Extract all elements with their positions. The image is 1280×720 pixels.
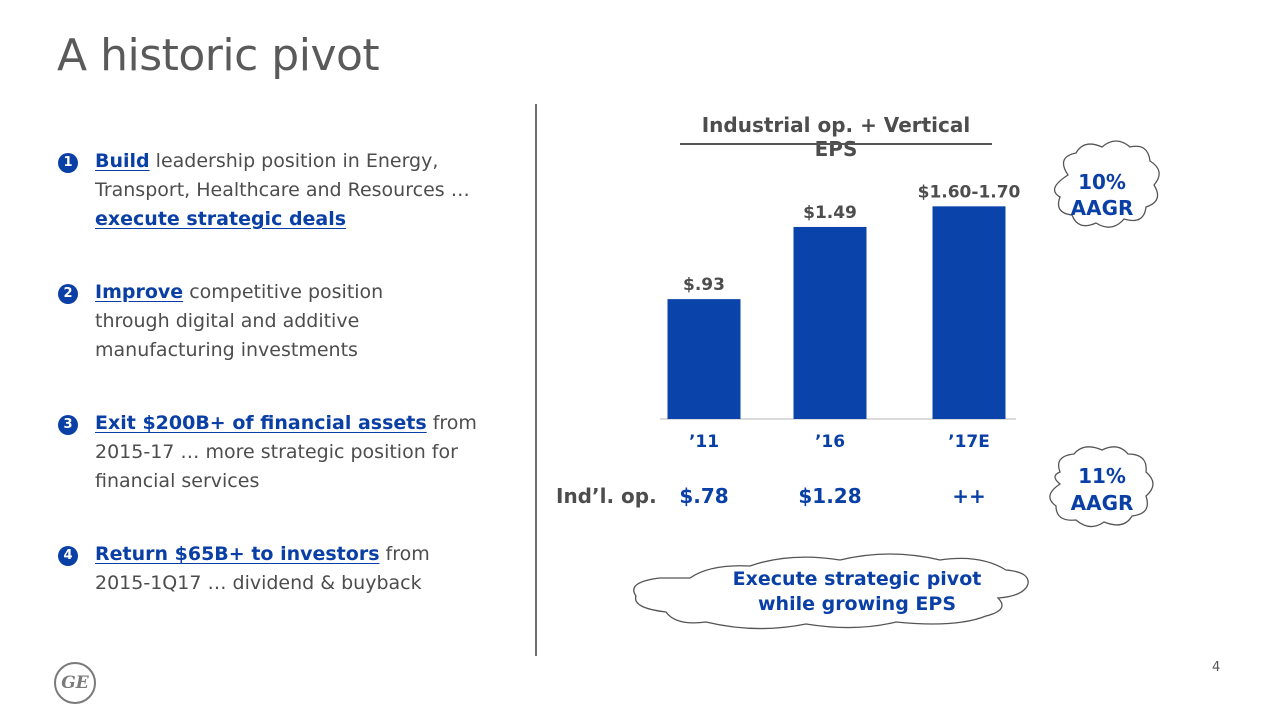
page-title: A historic pivot <box>57 30 380 81</box>
pillar-body: from 2015-17 … more strategic position f… <box>95 412 477 492</box>
chart-title-underline <box>680 143 992 145</box>
growth-cloud-top: 10% AAGR <box>1053 140 1160 228</box>
growth-bottom-pct: 11% <box>1078 464 1126 488</box>
pillar-1: 1 Build leadership position in Energy, T… <box>58 147 498 234</box>
x-tick-label: ’17E <box>948 432 990 452</box>
pillar-lead: Return $65B+ to investors <box>95 543 380 565</box>
page-number: 4 <box>1212 660 1221 675</box>
pillar-lead: Build <box>95 150 150 172</box>
x-tick-label: ’16 <box>815 432 845 452</box>
x-tick-label: ’11 <box>689 432 719 452</box>
vertical-divider <box>535 104 537 656</box>
pillar-number-badge: 1 <box>58 153 78 173</box>
pillar-2: 2 Improve competitive position through d… <box>58 278 498 365</box>
pillar-body: leadership position in Energy, Transport… <box>95 150 470 201</box>
bar-data-label: $.93 <box>683 275 725 295</box>
pillar-3: Exit $200B+ of financial assets from 201… <box>58 409 498 496</box>
pillar-tail-underlined: execute strategic deals <box>95 208 347 230</box>
secondary-row-value: $1.28 <box>798 484 862 508</box>
pillar-4: 4 Return $65B+ to investors from 2015-1Q… <box>58 540 498 598</box>
company-logo: GE <box>54 662 96 704</box>
secondary-row-label: Ind’l. op. <box>556 484 657 508</box>
bar-0 <box>667 299 741 419</box>
pillar-number-badge: 3 <box>58 415 78 435</box>
growth-top-pct: 10% <box>1078 170 1126 194</box>
bar-2 <box>932 206 1006 419</box>
bar-data-label: $1.60-1.70 <box>918 182 1021 202</box>
chart-title: Industrial op. + Vertical EPS <box>701 113 971 161</box>
callout-cloud: Execute strategic pivot while growing EP… <box>633 553 1029 630</box>
pillar-number-badge: 4 <box>58 546 78 566</box>
callout-line-1: Execute strategic pivot <box>733 568 982 590</box>
pillar-text: Improve competitive position through dig… <box>95 278 395 365</box>
bar-1 <box>793 226 867 419</box>
secondary-row-value: $.78 <box>679 484 729 508</box>
callout-line-2: while growing EPS <box>758 593 956 615</box>
pillar-body: competitive position through digital and… <box>95 281 384 361</box>
pillar-text: Exit $200B+ of financial assets from 201… <box>95 409 495 496</box>
pillar-body: from 2015-1Q17 … dividend & buyback <box>95 543 430 594</box>
pillar-text: Build leadership position in Energy, Tra… <box>95 147 498 234</box>
bar-data-label: $1.49 <box>803 203 857 223</box>
growth-cloud-bottom: 11% AAGR <box>1049 446 1154 528</box>
pillar-lead: Improve <box>95 281 184 303</box>
growth-top-label: AAGR <box>1071 196 1134 220</box>
pillar-lead: Exit $200B+ of financial assets <box>95 412 427 434</box>
pillar-text: Return $65B+ to investors from 2015-1Q17… <box>95 540 485 598</box>
secondary-row-value: ++ <box>952 484 986 508</box>
growth-bottom-label: AAGR <box>1071 491 1134 515</box>
pillar-number-badge: 2 <box>58 284 78 304</box>
